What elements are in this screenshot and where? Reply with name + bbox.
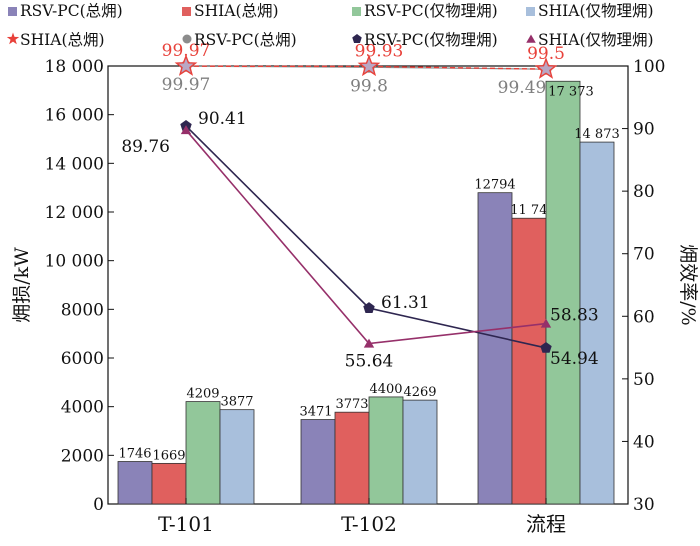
y2-tick-label: 80 [633,182,655,202]
legend-label: SHIA(总㶲) [20,31,105,49]
y-tick-label: 8000 [61,300,104,320]
x-tick-label: T-101 [158,512,214,536]
y2-tick-label: 70 [633,245,655,265]
legend-swatch [8,7,17,16]
bar [185,401,221,505]
point-value-label: 61.31 [381,293,430,313]
y-tick-label: 4000 [61,398,104,418]
point-value-label: 99.8 [350,76,388,96]
legend-pentagon-icon [352,34,362,44]
x-tick-label: T-102 [341,512,397,536]
legend-circle-icon [182,34,192,44]
bar-value-label: 1669 [152,448,185,463]
legend-label: SHIA(总㶲) [194,2,279,20]
bar [334,411,370,505]
bar [368,396,404,505]
bar [117,461,153,505]
bar-value-label: 4269 [403,385,436,400]
bar-value-label: 11 744 [510,203,556,218]
y-tick-label: 6000 [61,349,104,369]
legend-label: SHIA(仅物理㶲) [538,31,654,49]
y-tick-label: 16 000 [45,106,104,126]
triangle-marker [180,125,192,135]
y-tick-label: 12 000 [45,203,104,223]
y-tick-label: 14 000 [45,154,104,174]
bar-value-label: 3877 [220,395,253,410]
point-value-label: 55.64 [345,352,394,372]
bar [511,217,547,505]
point-value-label: 99.5 [527,44,565,64]
star-marker [174,54,198,76]
bar [579,141,615,505]
point-value-label: 99.93 [355,41,404,61]
bar-value-label: 3471 [299,405,332,420]
y2-axis-title: 㶲效率/% [677,244,699,325]
legend-star-icon [6,32,20,45]
bar-value-label: 4209 [186,387,219,402]
bar [219,409,255,505]
triangle-marker [363,338,375,348]
y2-tick-label: 50 [633,370,655,390]
y2-tick-label: 30 [633,495,655,515]
star-marker [534,57,558,79]
legend-label: RSV-PC(总㶲) [194,31,297,49]
point-value-label: 99.97 [162,41,211,61]
legend-label: RSV-PC(仅物理㶲) [364,31,498,49]
bar [300,419,336,505]
legend-swatch [352,7,361,16]
legend-swatch [526,7,535,16]
legend-label: SHIA(仅物理㶲) [538,2,654,20]
bar-value-label: 12794 [474,178,515,193]
point-value-label: 58.83 [550,306,599,326]
y2-tick-label: 100 [633,57,665,77]
bar-value-label: 1746 [118,447,151,462]
bar [477,192,513,505]
point-value-label: 90.41 [198,109,247,129]
y-tick-label: 18 000 [45,57,104,77]
bar [151,462,187,505]
bar-value-label: 14 873 [574,127,620,142]
legend-swatch [182,7,191,16]
bar-value-label: 17 373 [548,84,594,99]
star-marker [357,54,381,77]
bar [402,399,438,505]
bar-value-label: 4400 [369,382,402,397]
y2-tick-label: 90 [633,120,655,140]
y-tick-label: 2000 [61,446,104,466]
point-value-label: 54.94 [550,349,599,369]
point-value-label: 89.76 [121,137,170,157]
y-axis-title: 㶲损/kW [11,247,33,323]
pentagon-marker [540,341,552,353]
y-tick-label: 0 [93,495,104,515]
triangle-marker [540,318,552,328]
pentagon-marker [363,302,375,313]
point-value-label: 99.49 [498,78,547,98]
legend-label: RSV-PC(总㶲) [20,2,123,20]
y-tick-label: 10 000 [45,252,104,272]
y2-tick-label: 60 [633,307,655,327]
bar-value-label: 3773 [335,397,368,412]
legend-triangle-icon [526,34,536,43]
point-value-label: 99.97 [162,75,211,95]
bar [545,80,581,505]
y2-tick-label: 40 [633,432,655,452]
x-tick-label: 流程 [526,512,566,536]
legend-label: RSV-PC(仅物理㶲) [364,2,498,20]
